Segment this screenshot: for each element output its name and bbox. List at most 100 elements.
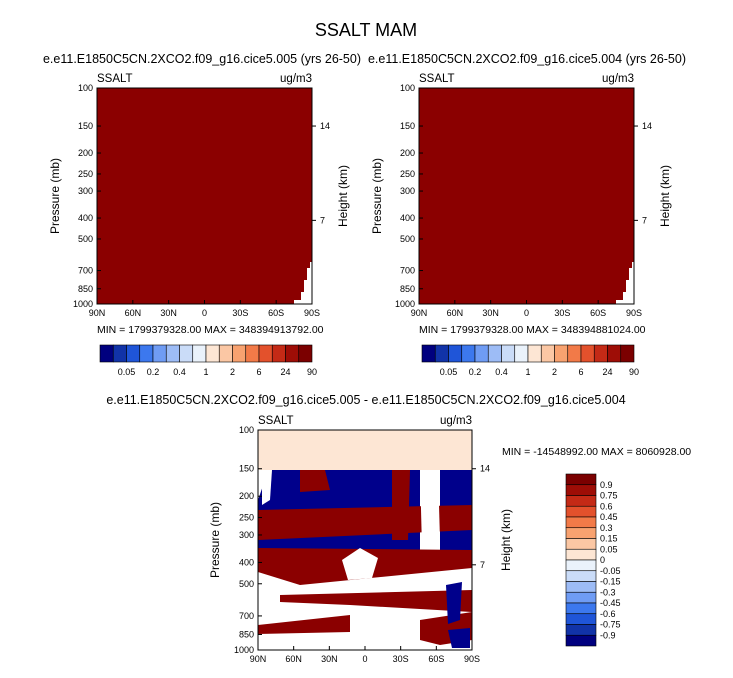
y-tick-label: 500 xyxy=(239,579,254,589)
x-tick-label: 90S xyxy=(304,308,320,318)
colorbar-swatch xyxy=(565,613,597,625)
y-tick-label: 400 xyxy=(400,213,415,223)
colorbar-swatch xyxy=(487,344,502,363)
y-tick-labels: 100 150 200 250 300 400 500 700 850 1000 xyxy=(234,425,262,655)
y-axis-right-label: Height (km) xyxy=(336,165,350,227)
y-right-tick-labels: 14 7 xyxy=(634,121,652,225)
units-label: ug/m3 xyxy=(440,415,472,427)
colorbar-swatch xyxy=(218,344,233,363)
colorbar-swatch xyxy=(192,344,207,363)
stats-text: MIN = 1799379328.00 MAX = 348394913792.0… xyxy=(97,324,324,336)
chart-panel-right: e.e11.E1850C5CN.2XCO2.f09_g16.cice5.004 … xyxy=(368,52,686,377)
colorbar-vertical: 0.90.750.60.450.30.150.050-0.05-0.15-0.3… xyxy=(565,473,621,647)
variable-label: SSALT xyxy=(258,415,294,427)
field-fill xyxy=(97,88,312,304)
field-fill xyxy=(419,88,634,304)
y-tick-label: 150 xyxy=(78,121,93,131)
y-tick-label: 1000 xyxy=(234,645,254,655)
y-tick-label: 500 xyxy=(400,234,415,244)
colorbar-swatch xyxy=(179,344,194,363)
colorbar-swatch xyxy=(126,344,141,363)
x-tick-label: 30N xyxy=(482,308,499,318)
y-axis-label: Pressure (mb) xyxy=(370,158,384,234)
y-tick-labels: 100 150 200 250 300 400 500 700 850 1000 xyxy=(73,83,101,309)
colorbar-label: 24 xyxy=(602,367,612,377)
colorbar-swatch xyxy=(501,344,516,363)
page-title: SSALT MAM xyxy=(315,20,417,40)
x-tick-label: 30S xyxy=(393,654,409,664)
colorbar-label: -0.6 xyxy=(600,609,616,619)
y-tick-label: 150 xyxy=(239,464,254,474)
x-tick-label: 30N xyxy=(160,308,177,318)
y-tick-label: 100 xyxy=(400,83,415,93)
colorbar-label: 0.4 xyxy=(495,367,508,377)
x-tick-label: 60S xyxy=(590,308,606,318)
colorbar-label: 0.4 xyxy=(173,367,186,377)
colorbar-swatch xyxy=(285,344,300,363)
colorbar-label: 0.9 xyxy=(600,480,613,490)
colorbar-swatch xyxy=(554,344,569,363)
colorbar-label: 0.2 xyxy=(147,367,160,377)
y-right-tick-label: 7 xyxy=(642,215,647,225)
zero-region xyxy=(420,470,440,548)
colorbar-swatch xyxy=(565,581,597,593)
colorbar-swatch xyxy=(565,538,597,550)
colorbar-swatch xyxy=(152,344,167,363)
y-right-tick-labels: 14 7 xyxy=(312,121,330,225)
zero-region xyxy=(262,470,272,505)
colorbar-label: 0 xyxy=(600,555,605,565)
x-tick-labels: 90N 60N 30N 0 30S 60S 90S xyxy=(411,300,642,318)
colorbar-label: -0.75 xyxy=(600,620,621,630)
colorbar-label: 0.3 xyxy=(600,523,613,533)
y-tick-label: 200 xyxy=(400,148,415,158)
colorbar-label: 0.2 xyxy=(469,367,482,377)
colorbar-label: 2 xyxy=(552,367,557,377)
colorbar-swatch xyxy=(580,344,595,363)
colorbar-swatch xyxy=(165,344,180,363)
x-tick-label: 60N xyxy=(285,654,302,664)
y-right-tick-label: 14 xyxy=(480,464,490,474)
colorbar-swatch xyxy=(565,634,597,647)
colorbar-label: -0.3 xyxy=(600,587,616,597)
x-tick-label: 0 xyxy=(202,308,207,318)
colorbar-swatch xyxy=(232,344,247,363)
y-tick-label: 300 xyxy=(400,186,415,196)
colorbar-swatch xyxy=(565,591,597,604)
y-axis-right-label: Height (km) xyxy=(499,509,513,571)
chart-panel-difference: e.e11.E1850C5CN.2XCO2.f09_g16.cice5.005 … xyxy=(106,393,691,664)
difference-field xyxy=(258,430,472,648)
x-tick-label: 90N xyxy=(411,308,428,318)
stats-text: MIN = 1799379328.00 MAX = 348394881024.0… xyxy=(419,324,646,336)
colorbar-swatch xyxy=(271,344,286,363)
x-tick-label: 30S xyxy=(232,308,248,318)
colorbar-swatch xyxy=(565,495,597,507)
colorbar-label: 90 xyxy=(307,367,317,377)
x-tick-label: 60N xyxy=(125,308,142,318)
colorbar-swatch xyxy=(607,344,622,363)
x-tick-label: 60N xyxy=(447,308,464,318)
colorbar-swatch xyxy=(461,344,476,363)
positive-region xyxy=(258,615,350,634)
y-right-tick-label: 14 xyxy=(642,121,652,131)
colorbar-swatch xyxy=(448,344,463,363)
y-tick-label: 300 xyxy=(239,530,254,540)
colorbar-swatch xyxy=(565,473,597,486)
y-tick-label: 700 xyxy=(78,266,93,276)
y-tick-label: 200 xyxy=(239,491,254,501)
y-tick-label: 1000 xyxy=(73,299,93,309)
y-axis-label: Pressure (mb) xyxy=(208,502,222,578)
colorbar-swatch xyxy=(565,527,597,539)
colorbar-label: 0.45 xyxy=(600,512,618,522)
y-tick-label: 100 xyxy=(239,425,254,435)
colorbar-swatch xyxy=(565,516,597,529)
y-tick-label: 250 xyxy=(78,169,93,179)
colorbar-swatch xyxy=(112,344,127,363)
negative-region xyxy=(448,628,470,648)
chart-title: e.e11.E1850C5CN.2XCO2.f09_g16.cice5.005 … xyxy=(43,52,361,66)
y-tick-label: 500 xyxy=(78,234,93,244)
y-tick-label: 850 xyxy=(400,284,415,294)
colorbar-swatch xyxy=(514,344,529,363)
x-tick-label: 90S xyxy=(626,308,642,318)
chart-title: e.e11.E1850C5CN.2XCO2.f09_g16.cice5.004 … xyxy=(368,52,686,66)
colorbar-label: 0.05 xyxy=(440,367,458,377)
